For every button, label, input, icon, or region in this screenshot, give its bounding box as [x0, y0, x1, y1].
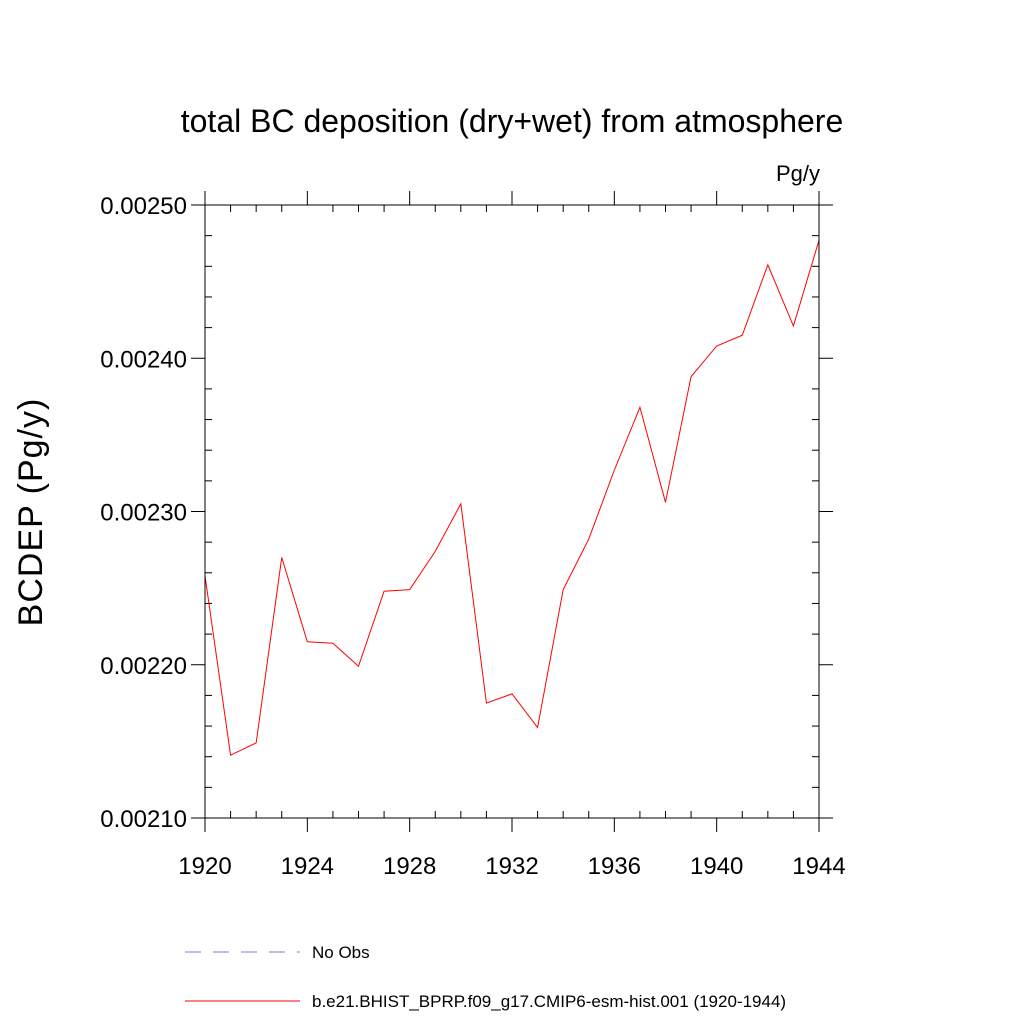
x-tick-label: 1920: [178, 853, 231, 880]
y-tick-label: 0.00210: [100, 806, 187, 833]
y-tick-label: 0.00250: [100, 193, 187, 220]
x-tick-label: 1944: [792, 853, 845, 880]
y-tick-label: 0.00220: [100, 653, 187, 680]
y-tick-label: 0.00230: [100, 500, 187, 527]
x-tick-label: 1940: [690, 853, 743, 880]
y-tick-label: 0.00240: [100, 346, 187, 373]
chart-title: total BC deposition (dry+wet) from atmos…: [181, 103, 844, 139]
x-tick-label: 1928: [383, 853, 436, 880]
x-tick-label: 1924: [281, 853, 334, 880]
legend: No Obs b.e21.BHIST_BPRP.f09_g17.CMIP6-esm…: [185, 943, 786, 1011]
series-line-1: [204, 240, 820, 756]
legend-label-1: b.e21.BHIST_BPRP.f09_g17.CMIP6-esm-hist.…: [312, 992, 786, 1011]
y-axis-label: BCDEP (Pg/y): [12, 398, 50, 627]
axis-tick-labels: 1920 1924 1928 1932 1936 1940 1944 0.00210 0.002…: [100, 193, 845, 880]
plot-frame: [204, 204, 820, 819]
legend-label-0: No Obs: [312, 943, 370, 962]
series-layer: [204, 240, 820, 756]
axis-ticks: [191, 191, 833, 832]
x-tick-label: 1936: [588, 853, 641, 880]
units-label: Pg/y: [776, 161, 820, 186]
x-tick-label: 1932: [485, 853, 538, 880]
